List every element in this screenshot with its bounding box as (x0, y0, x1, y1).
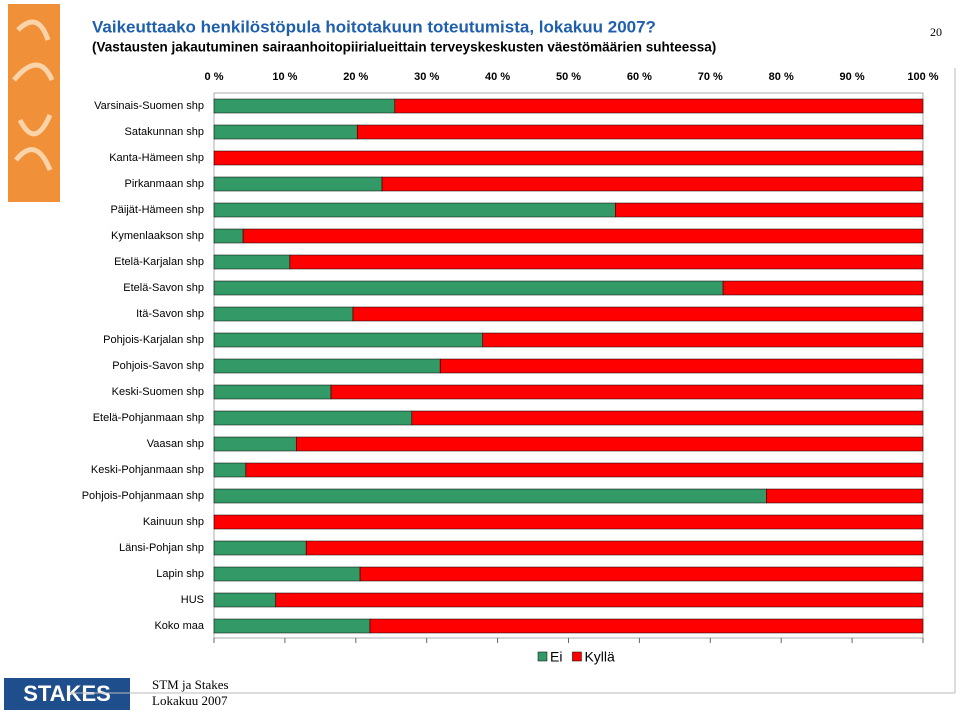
subtitle: (Vastausten jakautuminen sairaanhoitopii… (92, 40, 716, 55)
y-tick-label: Etelä-Karjalan shp (114, 256, 204, 268)
bar-segment (213, 540, 307, 556)
title: Vaikeuttaako henkilöstöpula hoitotakuun … (92, 17, 656, 36)
x-tick-label: 50 % (556, 71, 581, 83)
bar-segment (213, 254, 291, 270)
y-tick-label: Vaasan shp (147, 438, 204, 450)
bar-segment (394, 98, 924, 114)
bar-segment (245, 462, 924, 478)
bar-segment (295, 436, 924, 452)
y-tick-label: Pohjois-Pohjanmaan shp (82, 490, 204, 502)
legend-label: Ei (550, 649, 562, 665)
bar-segment (213, 228, 244, 244)
bar-segment (359, 566, 924, 582)
bar-segment (352, 306, 924, 322)
legend-swatch (537, 651, 548, 662)
decor-strokes (12, 19, 55, 171)
bar-segment (289, 254, 924, 270)
bar-segment (213, 358, 441, 374)
x-tick-label: 100 % (907, 71, 938, 83)
bar-segment (213, 566, 361, 582)
x-tick-label: 60 % (627, 71, 652, 83)
bar-segment (213, 176, 383, 192)
y-tick-label: Länsi-Pohjan shp (119, 542, 204, 554)
bar-segment (213, 618, 371, 634)
y-tick-label: Pirkanmaan shp (125, 178, 205, 190)
footer-line: Lokakuu 2007 (152, 693, 228, 708)
y-tick-label: Päijät-Hämeen shp (110, 204, 204, 216)
x-tick-label: 10 % (272, 71, 297, 83)
y-tick-label: Keski-Suomen shp (112, 386, 204, 398)
y-tick-label: HUS (181, 594, 204, 606)
bar-segment (275, 592, 924, 608)
bar-segment (330, 384, 924, 400)
bar-segment (213, 202, 616, 218)
x-tick-label: 30 % (414, 71, 439, 83)
decor-banner (8, 4, 60, 202)
x-tick-label: 0 % (205, 71, 224, 83)
bar-segment (213, 592, 276, 608)
y-tick-label: Kymenlaakson shp (111, 230, 204, 242)
footer-line: STM ja Stakes (152, 677, 229, 692)
bar-segment (213, 436, 297, 452)
x-tick-label: 90 % (840, 71, 865, 83)
y-tick-label: Kainuun shp (143, 516, 204, 528)
bar-segment (482, 332, 924, 348)
bar-segment (242, 228, 924, 244)
bar-segment (213, 410, 413, 426)
bar-segment (213, 488, 767, 504)
bar-segment (213, 150, 924, 166)
bar-segment (439, 358, 924, 374)
bar-segment (213, 280, 724, 296)
bar-segment (722, 280, 924, 296)
y-tick-label: Satakunnan shp (124, 126, 204, 138)
bar-segment (615, 202, 924, 218)
bar-segment (356, 124, 924, 140)
x-tick-label: 40 % (485, 71, 510, 83)
bar-segment (213, 306, 354, 322)
bar-segment (213, 124, 358, 140)
x-tick-label: 20 % (343, 71, 368, 83)
legend-label: Kyllä (584, 649, 615, 665)
bar-segment (213, 332, 483, 348)
page-number: 20 (930, 25, 942, 39)
bar-segment (213, 462, 247, 478)
x-tick-label: 80 % (769, 71, 794, 83)
bar-segment (305, 540, 924, 556)
y-tick-label: Keski-Pohjanmaan shp (91, 464, 204, 476)
y-tick-label: Pohjois-Karjalan shp (103, 334, 204, 346)
y-tick-label: Kanta-Hämeen shp (109, 152, 204, 164)
bar-segment (369, 618, 924, 634)
bar-segment (213, 514, 924, 530)
y-tick-label: Etelä-Pohjanmaan shp (93, 412, 204, 424)
bar-segment (381, 176, 924, 192)
x-tick-label: 70 % (698, 71, 723, 83)
y-tick-label: Varsinais-Suomen shp (94, 100, 204, 112)
y-tick-label: Etelä-Savon shp (123, 282, 204, 294)
y-tick-label: Koko maa (154, 620, 204, 632)
bar-segment (411, 410, 924, 426)
bar-segment (213, 98, 396, 114)
legend-swatch (572, 651, 582, 662)
bar-segment (213, 384, 332, 400)
bar-segment (766, 488, 924, 504)
logo (4, 678, 130, 710)
y-tick-label: Lapin shp (156, 568, 204, 580)
y-tick-label: Pohjois-Savon shp (112, 360, 204, 372)
y-tick-label: Itä-Savon shp (136, 308, 204, 320)
